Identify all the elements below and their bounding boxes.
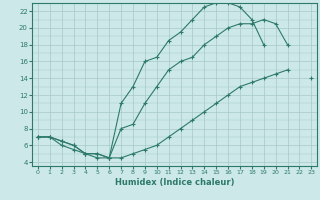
X-axis label: Humidex (Indice chaleur): Humidex (Indice chaleur) xyxy=(115,178,234,187)
